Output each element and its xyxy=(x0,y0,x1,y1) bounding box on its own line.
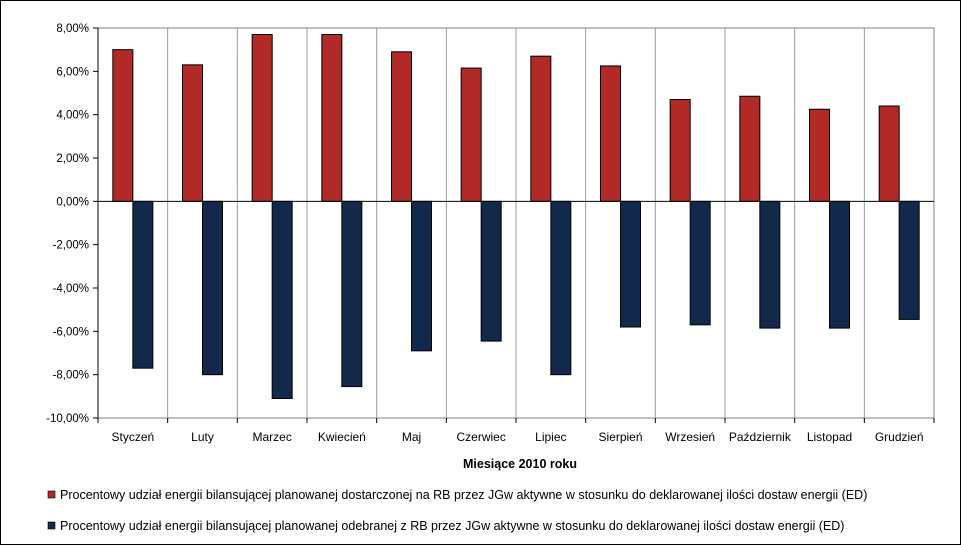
x-tick-label: Sierpień xyxy=(598,430,642,444)
bar-series-2-12 xyxy=(898,200,920,320)
x-tick-label: Marzec xyxy=(252,430,291,444)
legend-swatch-2 xyxy=(47,521,56,530)
x-tick-label: Styczeń xyxy=(111,430,154,444)
bar-series-2-10 xyxy=(759,200,781,329)
legend-label-1: Procentowy udział energii bilansującej p… xyxy=(60,488,867,502)
bar-series-1-4 xyxy=(321,34,343,202)
y-tick-label: -6,00% xyxy=(53,326,89,338)
bar-series-1-6 xyxy=(460,67,482,202)
bar-series-2-9 xyxy=(689,200,711,326)
bar-series-1-9 xyxy=(669,99,691,202)
bar-series-2-7 xyxy=(550,200,572,376)
bar-series-2-3 xyxy=(271,200,293,399)
y-tick-label: -8,00% xyxy=(53,370,89,382)
bar-series-2-6 xyxy=(480,200,502,342)
axes: 8,00% 6,00% 4,00% 2,00% 0,00% -2,00% -4,00% -6,… xyxy=(46,23,935,444)
bar-series-1-10 xyxy=(739,95,761,202)
legend-swatch-1 xyxy=(47,490,56,499)
bar-series-1-5 xyxy=(391,51,412,202)
x-tick-label: Wrzesień xyxy=(665,430,715,444)
bar-series-1-2 xyxy=(182,64,203,202)
legend: Procentowy udział energii bilansującej p… xyxy=(47,488,867,533)
y-tick-label: -10,00% xyxy=(46,413,89,425)
x-tick-label: Listopad xyxy=(807,430,852,444)
bar-series-2-1 xyxy=(132,200,154,369)
x-tick-label: Grudzień xyxy=(875,430,924,444)
bar-series-2-8 xyxy=(620,200,641,328)
bars xyxy=(112,34,920,399)
x-axis-title: Miesiące 2010 roku xyxy=(463,457,577,471)
bar-series-2-11 xyxy=(829,200,850,329)
bar-series-1-11 xyxy=(809,108,830,202)
x-tick-label: Październik xyxy=(729,430,792,444)
bar-series-1-3 xyxy=(251,34,273,202)
y-tick-label: -2,00% xyxy=(53,240,89,252)
legend-label-2: Procentowy udział energii bilansującej p… xyxy=(60,519,844,533)
y-tick-label: 8,00% xyxy=(56,23,89,35)
y-tick-label: -4,00% xyxy=(53,283,89,295)
x-tick-label: Lipiec xyxy=(535,430,566,444)
bar-series-2-2 xyxy=(202,200,223,376)
bar-series-1-1 xyxy=(112,49,134,202)
plot-area xyxy=(97,27,935,419)
y-tick-label: 0,00% xyxy=(56,196,89,208)
bar-series-1-8 xyxy=(600,65,621,202)
y-tick-label: 4,00% xyxy=(56,110,89,122)
bar-series-2-5 xyxy=(411,200,432,352)
bar-series-1-7 xyxy=(530,55,552,202)
bar-series-1-12 xyxy=(878,105,900,202)
x-tick-label: Luty xyxy=(191,430,214,444)
x-tick-label: Czerwiec xyxy=(456,430,505,444)
y-tick-label: 2,00% xyxy=(56,153,89,165)
y-tick-label: 6,00% xyxy=(56,66,89,78)
x-tick-label: Maj xyxy=(402,430,421,444)
x-tick-label: Kwiecień xyxy=(318,430,366,444)
bar-series-2-4 xyxy=(341,200,363,388)
